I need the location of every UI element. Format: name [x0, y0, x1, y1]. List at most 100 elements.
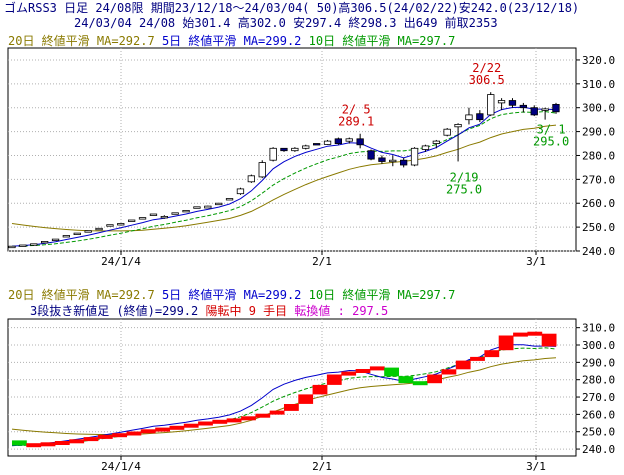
- candle-body: [182, 209, 190, 213]
- top-y-axis: 240.0 250.0 260.0 270.0 280.0 290.0 300.0 310.0…: [576, 54, 615, 258]
- top-chart-legend: 20日 終値平滑 MA=292.7 5日 終値平滑 MA=299.2 10日 終…: [8, 34, 455, 48]
- annotation-price: 295.0: [533, 135, 569, 149]
- candle-body: [291, 147, 299, 152]
- up-brick: [312, 384, 328, 395]
- candle-body: [443, 128, 451, 136]
- top-x-axis: 24/1/4 2/1 3/1: [101, 251, 546, 268]
- candle-body: [399, 159, 408, 166]
- up-brick: [169, 425, 185, 430]
- candle-body: [552, 104, 560, 113]
- candle-body: [421, 145, 430, 150]
- up-brick: [26, 443, 42, 448]
- up-brick: [441, 369, 457, 375]
- top-grid: [8, 48, 576, 252]
- bottom-grid: [8, 319, 576, 456]
- y-tick-label: 280.0: [582, 374, 615, 387]
- y-tick-label: 240.0: [582, 443, 615, 456]
- y-tick-label: 280.0: [582, 149, 615, 162]
- candle-body: [519, 104, 527, 109]
- candle-body: [476, 113, 484, 121]
- y-tick-label: 310.0: [582, 322, 615, 335]
- up-brick: [54, 441, 70, 445]
- up-brick: [69, 439, 85, 444]
- up-brick: [527, 331, 543, 336]
- bottom-x-axis: 24/1/4 2/1 3/1: [101, 456, 546, 473]
- chart-header-line1: ゴムRSS3 日足 24/08限 期間23/12/18～24/03/04( 50…: [4, 1, 624, 15]
- candle-body: [432, 140, 441, 144]
- x-tick-label: 3/1: [526, 460, 546, 473]
- up-brick: [427, 374, 442, 384]
- up-brick: [284, 404, 299, 411]
- candle-body: [84, 230, 92, 233]
- up-brick: [298, 394, 314, 404]
- trend-state: 陽転中: [205, 304, 242, 318]
- new-price-legend: 3段抜き新値足 (終値)=299.2 陽転中 9 手目 転換値 : 297.5: [30, 304, 388, 318]
- y-tick-label: 290.0: [582, 126, 615, 139]
- y-tick-label: 310.0: [582, 78, 615, 91]
- up-brick: [155, 427, 170, 432]
- candle-body: [225, 198, 234, 201]
- y-tick-label: 260.0: [582, 197, 615, 210]
- x-tick-label: 24/1/4: [101, 460, 141, 473]
- candle-body: [204, 205, 212, 209]
- candle-body: [389, 159, 397, 163]
- ma-line: [11, 124, 557, 232]
- candle-body: [8, 245, 16, 249]
- candle-body: [345, 138, 353, 142]
- annotation-price: 275.0: [446, 182, 482, 196]
- annotation-date: 2/19: [450, 170, 479, 184]
- candle-body: [258, 162, 266, 178]
- candle-body: [410, 147, 419, 166]
- up-brick: [470, 356, 485, 361]
- candle-body: [530, 107, 538, 116]
- candle-body: [51, 238, 60, 242]
- y-tick-label: 290.0: [582, 356, 615, 369]
- legend-ma5-bottom: 5日 終値平滑 MA=299.2: [161, 288, 302, 302]
- new-price-method: 3段抜き新値足 (終値)=299.2: [30, 304, 199, 318]
- header-ohlc: 24/03/04 24/08 始301.4 高302.0 安297.4 終298…: [74, 16, 498, 30]
- up-brick: [198, 421, 213, 426]
- up-brick: [269, 410, 285, 415]
- x-tick-label: 24/1/4: [101, 255, 141, 268]
- candle-body: [356, 138, 364, 146]
- chart-header-line2: 24/03/04 24/08 始301.4 高302.0 安297.4 終298…: [74, 16, 624, 30]
- candle-body: [138, 217, 147, 220]
- candle-body: [454, 124, 462, 128]
- candle-body: [117, 223, 125, 226]
- up-brick: [341, 371, 357, 376]
- x-tick-label: 3/1: [526, 255, 546, 268]
- candle-body: [247, 175, 256, 183]
- ma-line: [11, 110, 557, 247]
- candle-body: [367, 150, 375, 160]
- candle-body: [95, 227, 103, 231]
- bottom-y-axis: 240.0 250.0 260.0 270.0 280.0 290.0 300.0 310.0: [576, 322, 615, 456]
- legend-ma10: 10日 終値平滑 MA=297.7: [308, 34, 456, 48]
- bottom-chart-legend: 20日 終値平滑 MA=292.7 5日 終値平滑 MA=299.2 10日 終…: [8, 288, 455, 302]
- top-moving-averages: [11, 106, 557, 247]
- candle-body: [215, 202, 223, 206]
- candle-body: [497, 100, 506, 104]
- candle-body: [323, 140, 332, 145]
- legend-ma20-bottom: 20日 終値平滑 MA=292.7: [8, 288, 155, 302]
- candle-body: [508, 100, 517, 106]
- annotation-date: 2/ 5: [342, 103, 371, 117]
- down-brick: [412, 381, 428, 386]
- ma-line: [11, 106, 557, 247]
- up-brick: [255, 413, 271, 418]
- x-tick-label: 2/1: [312, 460, 332, 473]
- candle-body: [30, 243, 38, 246]
- reversal-value: 転換値 : 297.5: [294, 304, 389, 318]
- up-brick: [513, 332, 528, 337]
- y-tick-label: 320.0: [582, 54, 615, 67]
- y-tick-label: 250.0: [582, 221, 615, 234]
- annotation-date: 3/ 1: [537, 123, 566, 137]
- candle-body: [236, 188, 245, 195]
- candle-body: [62, 235, 70, 238]
- candle-body: [193, 206, 201, 209]
- up-brick: [126, 431, 142, 436]
- candle-body: [487, 94, 495, 116]
- candle-body: [334, 138, 343, 145]
- y-tick-label: 270.0: [582, 173, 615, 186]
